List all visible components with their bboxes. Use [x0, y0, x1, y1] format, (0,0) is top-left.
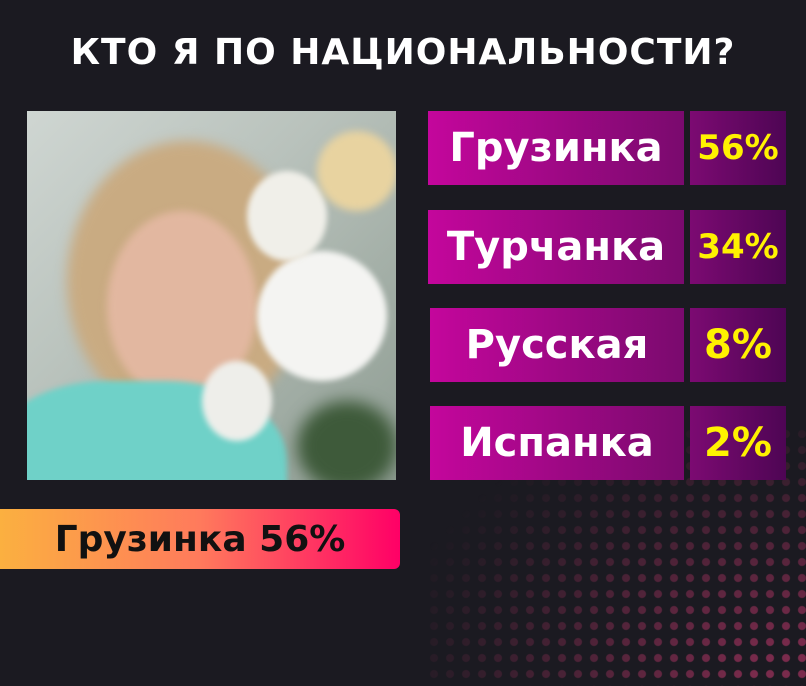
page-title: КТО Я ПО НАЦИОНАЛЬНОСТИ? — [70, 32, 736, 73]
option-row[interactable]: Грузинка 56% — [0, 111, 806, 185]
option-label: Грузинка — [428, 111, 684, 185]
option-row[interactable]: Турчанка 34% — [0, 210, 806, 284]
option-percent: 34% — [690, 210, 786, 284]
option-percent: 2% — [690, 406, 786, 480]
option-label: Русская — [430, 308, 684, 382]
option-label: Испанка — [430, 406, 684, 480]
option-row[interactable]: Русская 8% — [0, 308, 806, 382]
option-label: Турчанка — [428, 210, 684, 284]
option-percent: 8% — [690, 308, 786, 382]
option-row[interactable]: Испанка 2% — [0, 406, 806, 480]
portrait-photo — [27, 111, 396, 480]
option-percent: 56% — [690, 111, 786, 185]
result-banner: Грузинка 56% — [0, 509, 400, 569]
